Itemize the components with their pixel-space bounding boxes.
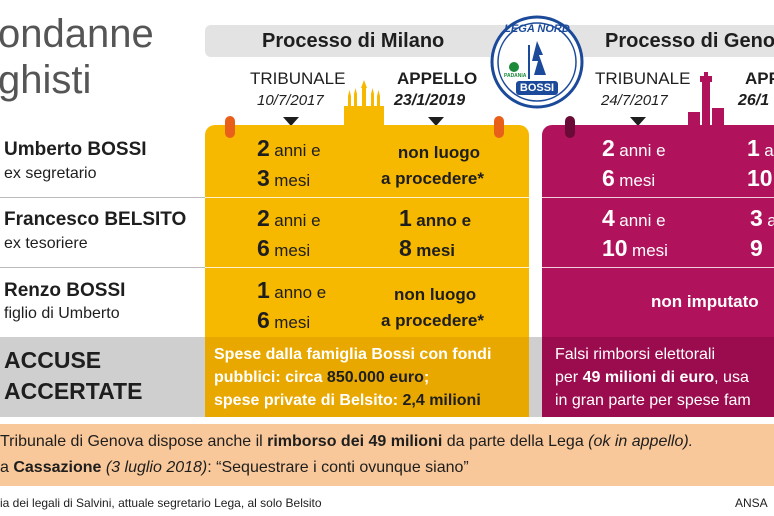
- milano-appello-date: 23/1/2019: [394, 92, 466, 109]
- sentence-cell: 1 anno e 8 mesi: [399, 205, 472, 261]
- sentence-cell: 2 anni e 6 mesi: [602, 135, 666, 191]
- person-name: Umberto BOSSI: [4, 139, 147, 160]
- footer-note: ia dei legali di Salvini, attuale segret…: [0, 496, 322, 510]
- genova-lanterna-icon: [688, 72, 724, 126]
- sentence-cell: 2 anni e 3 mesi: [257, 135, 321, 191]
- person-role: ex tesoriere: [4, 235, 88, 252]
- row-separator: [0, 267, 205, 268]
- genova-accuse-text: Falsi rimborsi elettorali per 49 milioni…: [555, 346, 751, 410]
- genova-appello-label: APP: [745, 69, 774, 88]
- genova-row-separator: [542, 197, 774, 198]
- genova-accuse-band: [542, 337, 774, 417]
- row-separator: [0, 197, 205, 198]
- milano-tribunale-date: 10/7/2017: [257, 92, 324, 109]
- milano-accuse-text: Spese dalla famiglia Bossi con fondi pub…: [214, 346, 492, 410]
- logo-top-text: LEGA NORD: [504, 23, 570, 35]
- process-header-bar: [205, 25, 774, 57]
- genova-panel-tab-left: [565, 116, 575, 138]
- infographic-title-line1: ondanne: [0, 12, 154, 56]
- milano-row-separator: [205, 197, 529, 198]
- milano-tribunale-arrow: [283, 117, 299, 126]
- milano-appello-arrow: [428, 117, 444, 126]
- logo-bottom-text: BOSSI: [519, 82, 555, 94]
- milano-panel: [205, 125, 529, 417]
- milano-accuse-band: [205, 337, 529, 417]
- infographic-title-line2: ghisti: [0, 58, 92, 102]
- milano-panel-tab-left: [225, 116, 235, 138]
- genova-row-separator: [542, 267, 774, 268]
- sentence-cell: 1 anno e 6 mesi: [257, 277, 327, 333]
- genova-process-title: Processo di Geno: [605, 30, 774, 52]
- person-role: ex segretario: [4, 165, 97, 182]
- milano-duomo-icon: [344, 80, 384, 126]
- genova-appello-date: 26/1: [738, 92, 770, 109]
- genova-tribunale-arrow: [630, 117, 646, 126]
- source-credit: ANSA: [735, 496, 768, 510]
- verdict-cell: non luogo a procedere*: [381, 285, 484, 330]
- sentence-cell: 4 anni e 10 mesi: [602, 205, 668, 261]
- milano-tribunale-label: TRIBUNALE: [250, 69, 346, 88]
- person-name: Francesco BELSITO: [4, 209, 187, 230]
- milano-process-title: Processo di Milano: [262, 30, 445, 52]
- genova-tribunale-label: TRIBUNALE: [595, 69, 691, 88]
- verdict-cell: non luogo a procedere*: [381, 143, 484, 188]
- sentence-cell: 3 a 9: [750, 205, 774, 261]
- genova-panel: [542, 125, 774, 417]
- logo-small-text: PADANIA: [504, 73, 527, 79]
- milano-row-separator: [205, 267, 529, 268]
- not-charged-cell: non imputato: [651, 292, 759, 311]
- accuse-title-line1: ACCUSE: [4, 347, 102, 373]
- person-name: Renzo BOSSI: [4, 280, 126, 301]
- person-role: figlio di Umberto: [4, 305, 120, 322]
- lega-nord-emblem-icon: [490, 15, 584, 109]
- accuse-title-line2: ACCERTATE: [4, 378, 143, 404]
- note-line-1: Tribunale di Genova dispose anche il rim…: [0, 433, 694, 450]
- notes-band: [0, 424, 774, 486]
- sentence-cell: 2 anni e 6 mesi: [257, 205, 321, 261]
- lega-nord-logo: LEGA NORD PADANIA BOSSI: [490, 15, 584, 109]
- sentence-cell: 1 a 10: [747, 135, 774, 191]
- note-line-2: a Cassazione (3 luglio 2018): “Sequestra…: [0, 459, 469, 476]
- milano-appello-label: APPELLO: [397, 69, 478, 88]
- milano-panel-tab-right: [494, 116, 504, 138]
- genova-tribunale-date: 24/7/2017: [601, 92, 668, 109]
